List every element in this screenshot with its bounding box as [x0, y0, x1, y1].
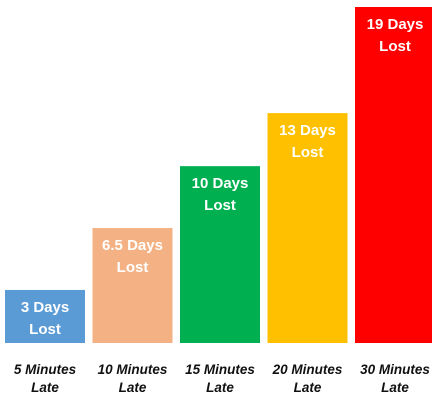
data-label-3: 13 Days Lost [279, 122, 336, 161]
data-label-line: Lost [204, 197, 236, 214]
category-label-line: Late [206, 380, 234, 395]
bar-0 [5, 289, 85, 343]
data-label-line: 13 Days [279, 122, 336, 139]
data-label-line: Lost [117, 259, 149, 276]
bar-1 [92, 228, 173, 343]
bars-group [5, 7, 432, 344]
category-label-line: 20 Minutes [272, 362, 343, 377]
data-label-4: 19 Days Lost [367, 16, 424, 55]
category-label-4: 30 Minutes Late [360, 362, 430, 395]
category-label-line: 15 Minutes [185, 362, 255, 377]
bar-3 [267, 113, 348, 344]
data-label-2: 10 Days Lost [192, 175, 249, 214]
category-label-line: 5 Minutes [14, 362, 77, 377]
category-label-0: 5 Minutes Late [14, 362, 77, 395]
data-label-line: Lost [292, 144, 324, 161]
category-label-1: 10 Minutes Late [98, 362, 168, 395]
data-label-1: 6.5 Days Lost [102, 237, 163, 276]
category-labels-group: 5 Minutes Late 10 Minutes Late 15 Minutes Lat… [14, 362, 431, 395]
data-label-0: 3 Days Lost [21, 299, 69, 338]
category-label-2: 15 Minutes Late [185, 362, 255, 395]
data-label-line: 10 Days [192, 175, 249, 192]
category-label-line: Late [119, 380, 147, 395]
category-label-line: Late [31, 380, 59, 395]
category-label-line: 10 Minutes [98, 362, 168, 377]
data-label-line: 6.5 Days [102, 237, 163, 254]
category-label-line: Late [381, 380, 409, 395]
bar-4 [355, 7, 432, 343]
bar-2 [180, 166, 260, 343]
category-label-line: Late [294, 380, 322, 395]
data-label-line: 3 Days [21, 299, 69, 316]
data-label-line: Lost [379, 38, 411, 55]
category-label-3: 20 Minutes Late [272, 362, 343, 395]
data-label-line: 19 Days [367, 16, 424, 33]
data-label-line: Lost [29, 321, 61, 338]
category-label-line: 30 Minutes [360, 362, 430, 377]
